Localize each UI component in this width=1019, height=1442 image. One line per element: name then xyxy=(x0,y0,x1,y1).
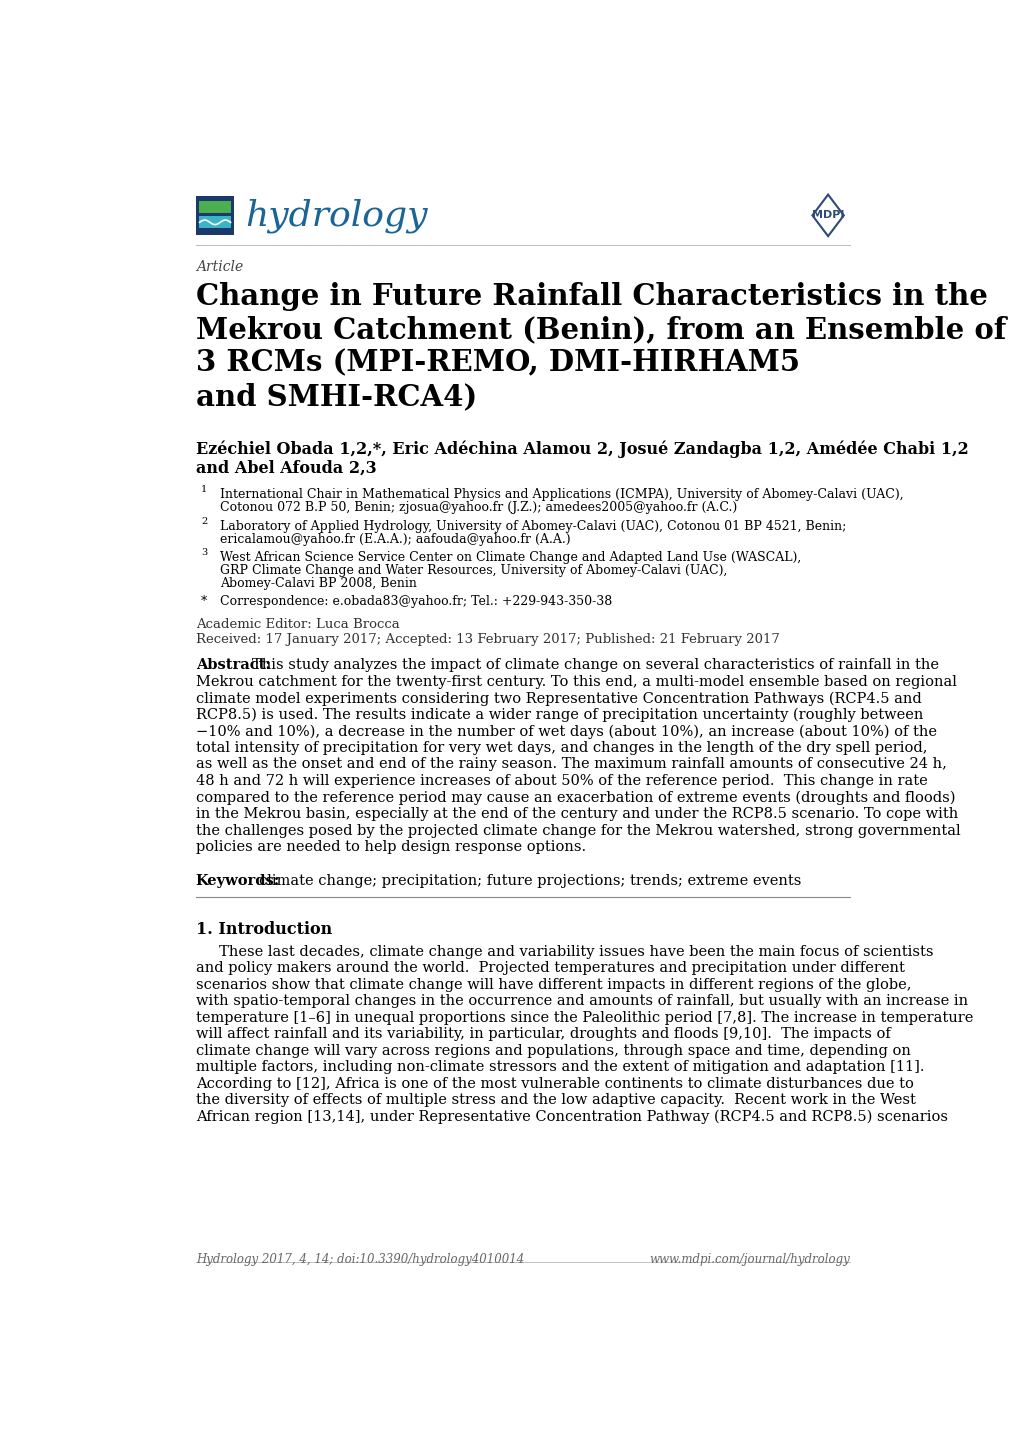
Text: International Chair in Mathematical Physics and Applications (ICMPA), University: International Chair in Mathematical Phys… xyxy=(220,489,903,502)
Polygon shape xyxy=(811,195,843,236)
Text: Article: Article xyxy=(196,260,243,274)
Text: climate change will vary across regions and populations, through space and time,: climate change will vary across regions … xyxy=(196,1044,910,1058)
Text: 2: 2 xyxy=(201,516,207,525)
Text: Academic Editor: Luca Brocca: Academic Editor: Luca Brocca xyxy=(196,619,399,632)
Text: multiple factors, including non-climate stressors and the extent of mitigation a: multiple factors, including non-climate … xyxy=(196,1060,923,1074)
Text: Cotonou 072 B.P 50, Benin; zjosua@yahoo.fr (J.Z.); amedees2005@yahoo.fr (A.C.): Cotonou 072 B.P 50, Benin; zjosua@yahoo.… xyxy=(220,502,737,515)
Text: 3: 3 xyxy=(201,548,207,557)
FancyBboxPatch shape xyxy=(196,196,234,235)
FancyBboxPatch shape xyxy=(199,200,231,213)
Text: www.mdpi.com/journal/hydrology: www.mdpi.com/journal/hydrology xyxy=(648,1253,849,1266)
Text: ericalamou@yahoo.fr (E.A.A.); aafouda@yahoo.fr (A.A.): ericalamou@yahoo.fr (E.A.A.); aafouda@ya… xyxy=(220,532,571,545)
Text: 1. Introduction: 1. Introduction xyxy=(196,921,331,939)
Text: the challenges posed by the projected climate change for the Mekrou watershed, s: the challenges posed by the projected cl… xyxy=(196,823,959,838)
Text: Mekrou catchment for the twenty-first century. To this end, a multi-model ensemb: Mekrou catchment for the twenty-first ce… xyxy=(196,675,956,689)
Text: GRP Climate Change and Water Resources, University of Abomey-Calavi (UAC),: GRP Climate Change and Water Resources, … xyxy=(220,564,728,577)
Text: Laboratory of Applied Hydrology, University of Abomey-Calavi (UAC), Cotonou 01 B: Laboratory of Applied Hydrology, Univers… xyxy=(220,519,846,532)
Text: According to [12], Africa is one of the most vulnerable continents to climate di: According to [12], Africa is one of the … xyxy=(196,1077,913,1092)
Text: climate model experiments considering two Representative Concentration Pathways : climate model experiments considering tw… xyxy=(196,691,920,705)
Text: Hydrology 2017, 4, 14; doi:10.3390/hydrology4010014: Hydrology 2017, 4, 14; doi:10.3390/hydro… xyxy=(196,1253,524,1266)
Text: and policy makers around the world.  Projected temperatures and precipitation un: and policy makers around the world. Proj… xyxy=(196,960,904,975)
Text: policies are needed to help design response options.: policies are needed to help design respo… xyxy=(196,841,585,854)
Text: as well as the onset and end of the rainy season. The maximum rainfall amounts o: as well as the onset and end of the rain… xyxy=(196,757,946,771)
Text: Ezéchiel Obada 1,2,*, Eric Adéchina Alamou 2, Josué Zandagba 1,2, Amédée Chabi 1: Ezéchiel Obada 1,2,*, Eric Adéchina Alam… xyxy=(196,440,967,457)
Text: Abomey-Calavi BP 2008, Benin: Abomey-Calavi BP 2008, Benin xyxy=(220,577,417,590)
FancyBboxPatch shape xyxy=(199,216,231,228)
Text: with spatio-temporal changes in the occurrence and amounts of rainfall, but usua: with spatio-temporal changes in the occu… xyxy=(196,994,967,1008)
Text: the diversity of effects of multiple stress and the low adaptive capacity.  Rece: the diversity of effects of multiple str… xyxy=(196,1093,915,1107)
Text: These last decades, climate change and variability issues have been the main foc: These last decades, climate change and v… xyxy=(196,945,932,959)
Text: African region [13,14], under Representative Concentration Pathway (RCP4.5 and R: African region [13,14], under Representa… xyxy=(196,1110,947,1125)
Text: 3 RCMs (MPI-REMO, DMI-HIRHAM5: 3 RCMs (MPI-REMO, DMI-HIRHAM5 xyxy=(196,349,799,378)
Text: scenarios show that climate change will have different impacts in different regi: scenarios show that climate change will … xyxy=(196,978,910,992)
Text: 48 h and 72 h will experience increases of about 50% of the reference period.  T: 48 h and 72 h will experience increases … xyxy=(196,774,926,787)
Text: Mekrou Catchment (Benin), from an Ensemble of: Mekrou Catchment (Benin), from an Ensemb… xyxy=(196,316,1005,345)
Text: and Abel Afouda 2,3: and Abel Afouda 2,3 xyxy=(196,459,376,476)
Text: in the Mekrou basin, especially at the end of the century and under the RCP8.5 s: in the Mekrou basin, especially at the e… xyxy=(196,808,957,820)
Text: −10% and 10%), a decrease in the number of wet days (about 10%), an increase (ab: −10% and 10%), a decrease in the number … xyxy=(196,724,935,738)
Text: 1: 1 xyxy=(201,486,207,495)
Text: hydrology: hydrology xyxy=(245,198,427,232)
Text: will affect rainfall and its variability, in particular, droughts and floods [9,: will affect rainfall and its variability… xyxy=(196,1027,890,1041)
Text: *: * xyxy=(201,596,207,609)
Text: and SMHI-RCA4): and SMHI-RCA4) xyxy=(196,382,477,411)
Text: This study analyzes the impact of climate change on several characteristics of r: This study analyzes the impact of climat… xyxy=(252,658,937,672)
Text: climate change; precipitation; future projections; trends; extreme events: climate change; precipitation; future pr… xyxy=(259,874,801,888)
Text: total intensity of precipitation for very wet days, and changes in the length of: total intensity of precipitation for ver… xyxy=(196,741,926,754)
Text: RCP8.5) is used. The results indicate a wider range of precipitation uncertainty: RCP8.5) is used. The results indicate a … xyxy=(196,708,922,722)
Text: temperature [1–6] in unequal proportions since the Paleolithic period [7,8]. The: temperature [1–6] in unequal proportions… xyxy=(196,1011,972,1025)
Text: Abstract:: Abstract: xyxy=(196,658,270,672)
Text: West African Science Service Center on Climate Change and Adapted Land Use (WASC: West African Science Service Center on C… xyxy=(220,551,801,564)
Text: Keywords:: Keywords: xyxy=(196,874,279,888)
Text: compared to the reference period may cause an exacerbation of extreme events (dr: compared to the reference period may cau… xyxy=(196,790,954,805)
Text: Correspondence: e.obada83@yahoo.fr; Tel.: +229-943-350-38: Correspondence: e.obada83@yahoo.fr; Tel.… xyxy=(220,596,612,609)
Text: MDPI: MDPI xyxy=(811,211,844,221)
Text: Change in Future Rainfall Characteristics in the: Change in Future Rainfall Characteristic… xyxy=(196,281,986,310)
Text: Received: 17 January 2017; Accepted: 13 February 2017; Published: 21 February 20: Received: 17 January 2017; Accepted: 13 … xyxy=(196,633,779,646)
